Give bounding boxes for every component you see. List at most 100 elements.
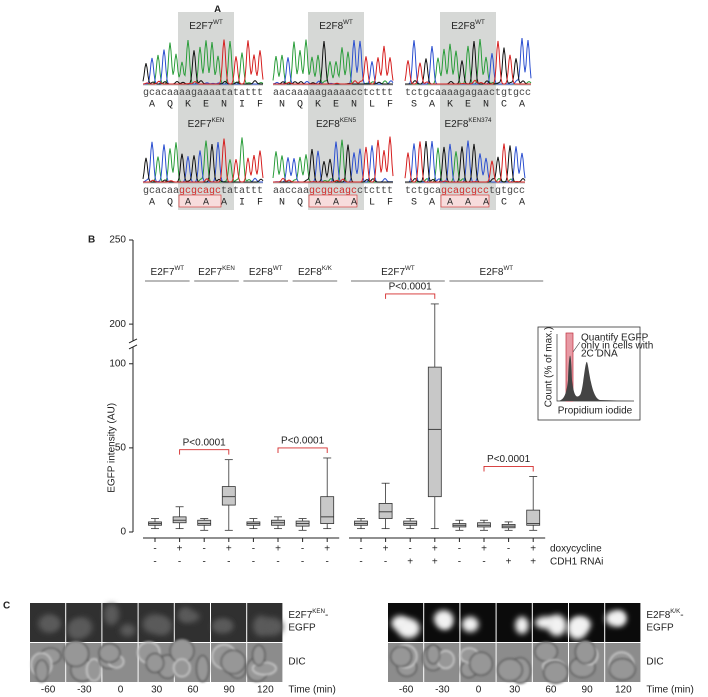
- sequence-part: aacaaa: [273, 88, 309, 99]
- axis-break: [128, 338, 138, 344]
- cell-signal: [46, 618, 60, 630]
- p-value: P<0.0001: [389, 282, 433, 293]
- cell-outline: [252, 644, 266, 666]
- amino-acid: A: [465, 198, 471, 209]
- fluorescence-image: [174, 603, 210, 642]
- condition-sign: -: [252, 544, 255, 555]
- amino-acid: N: [483, 100, 489, 111]
- label-sup: WT: [475, 19, 485, 26]
- time-label: 0: [118, 685, 124, 696]
- cell-signal: [613, 611, 626, 626]
- condition-sign: +: [506, 557, 512, 568]
- sample-label: E2F7WT: [151, 265, 185, 278]
- time-label: 60: [187, 685, 199, 696]
- cell-signal: [103, 603, 120, 626]
- label-sup: KEN: [312, 608, 325, 615]
- time-label: 30: [151, 685, 163, 696]
- label-sup: WT: [405, 265, 415, 272]
- condition-sign: -: [409, 544, 412, 555]
- box: [378, 502, 393, 519]
- label-base: E2F7: [198, 267, 222, 278]
- label-sup: WT: [343, 19, 353, 26]
- condition-sign: +: [177, 544, 183, 555]
- condition-label: CDH1 RNAi: [550, 557, 603, 568]
- amino-acid: A: [149, 100, 155, 111]
- time-label: 120: [257, 685, 274, 696]
- sample-label: E2F8WT: [480, 265, 514, 278]
- inset-note: only in cells with: [581, 341, 653, 352]
- y-tick-label: 100: [109, 358, 126, 369]
- condition-sign: -: [153, 557, 156, 568]
- amino-acid: A: [315, 198, 321, 209]
- label-base: E2F8: [480, 267, 504, 278]
- panel-label: A: [214, 5, 221, 16]
- amino-acid: E: [465, 100, 471, 111]
- condition-sign: +: [432, 544, 438, 555]
- time-label: 0: [476, 685, 482, 696]
- condition-sign: +: [226, 544, 232, 555]
- box: [197, 519, 212, 526]
- condition-sign: +: [275, 544, 281, 555]
- sample-label: E2F7KEN: [198, 265, 235, 278]
- condition-sign: -: [326, 557, 329, 568]
- amino-acid: N: [351, 100, 357, 111]
- label-base: E2F7: [189, 21, 213, 32]
- sequence-part: aaccaa: [273, 186, 309, 197]
- sequence-part: aagaaaac: [309, 88, 357, 99]
- trace: [404, 141, 525, 183]
- mutation-box: [440, 194, 490, 208]
- sequence-part: ctcttt: [357, 88, 393, 99]
- sequence-part: tatattt: [221, 88, 263, 99]
- condition-sign: -: [507, 544, 510, 555]
- amino-acid: N: [279, 100, 285, 111]
- amino-acid: Q: [297, 100, 303, 111]
- amino-acid: A: [447, 198, 453, 209]
- label-suffix: -: [680, 610, 683, 621]
- amino-acid: K: [447, 100, 453, 111]
- amino-acid: A: [429, 100, 435, 111]
- channel-label: EGFP: [646, 623, 674, 634]
- condition-sign: -: [252, 557, 255, 568]
- inset-x-label: Propidium iodide: [558, 406, 633, 417]
- label-base: E2F7: [188, 119, 212, 130]
- label-sup: KEN: [212, 117, 225, 124]
- channel-label: DIC: [288, 657, 305, 668]
- time-label: 60: [545, 685, 557, 696]
- sequence: aaccaagcggcagcctcttt: [273, 186, 393, 197]
- condition-label: doxycycline: [550, 544, 602, 555]
- cell-outline: [534, 641, 558, 662]
- sample-label: E2F7WT: [189, 19, 223, 32]
- channel-label: DIC: [646, 657, 663, 668]
- sequence: tctgcaaaagagaactgtgcc: [405, 88, 531, 99]
- amino-acid: A: [333, 198, 339, 209]
- amino-acid: K: [315, 100, 321, 111]
- label-sup: WT: [273, 265, 283, 272]
- highlight: [178, 12, 234, 112]
- sample-label: E2F7KEN: [188, 117, 225, 130]
- condition-sign: +: [383, 544, 389, 555]
- condition-sign: -: [276, 557, 279, 568]
- amino-acid: K: [185, 100, 191, 111]
- amino-acid: E: [333, 100, 339, 111]
- label-base: E2F8: [316, 119, 340, 130]
- label-sup: K/K: [322, 265, 333, 272]
- condition-sign: -: [203, 557, 206, 568]
- condition-sign: -: [482, 557, 485, 568]
- condition-sign: -: [227, 557, 230, 568]
- amino-acid: A: [519, 198, 525, 209]
- sequence-part: tctgca: [405, 88, 441, 99]
- amino-acid: C: [501, 100, 507, 111]
- significance-bracket: [277, 447, 328, 453]
- condition-sign: -: [301, 557, 304, 568]
- cell-outline: [469, 651, 493, 676]
- sequence: tctgcagcagcgcctgtgcc: [405, 186, 525, 197]
- amino-acid: L: [369, 100, 375, 111]
- condition-sign: -: [178, 557, 181, 568]
- label-base: E2F8: [445, 119, 469, 130]
- label-sup: WT: [213, 19, 223, 26]
- sequence: aacaaaaagaaaacctcttt: [273, 88, 393, 99]
- trace: [273, 136, 394, 183]
- box: [320, 496, 335, 524]
- trace: [273, 45, 394, 85]
